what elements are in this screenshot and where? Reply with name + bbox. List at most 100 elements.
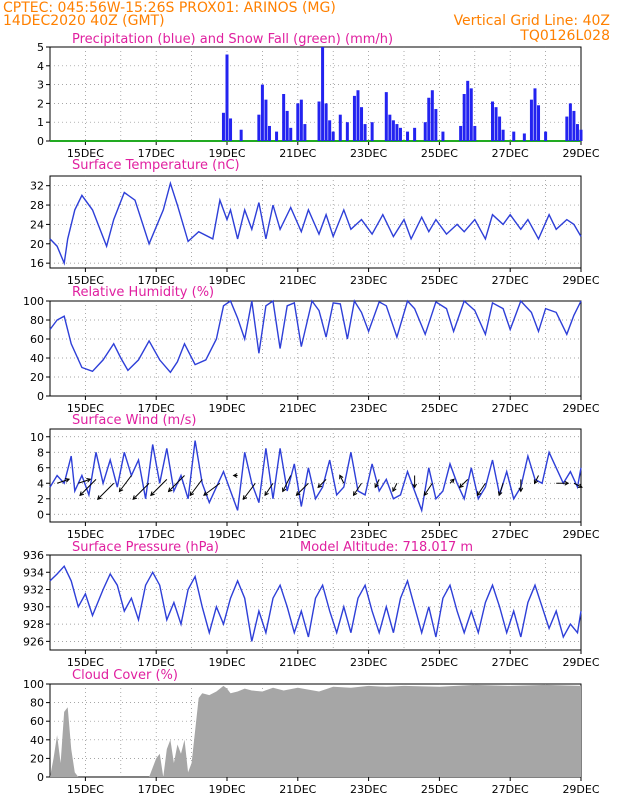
precip-bar (324, 103, 328, 141)
wind-arrow-head (96, 495, 102, 500)
y-tick-label: 934 (23, 566, 44, 579)
precip-bar (391, 120, 395, 141)
precip-bar (317, 101, 321, 141)
wind-arrow-head (317, 483, 323, 489)
panel-frame (49, 175, 582, 269)
precip-bar (533, 88, 537, 141)
x-tick-label: 19DEC (208, 528, 245, 541)
precip-bar (289, 127, 293, 141)
x-tick-label: 15DEC (67, 656, 104, 669)
wind-arrow (78, 478, 91, 484)
precip-bar (441, 131, 445, 141)
x-tick-label: 15DEC (67, 783, 104, 796)
wind-arrow-head (339, 474, 344, 480)
panel-frame (49, 554, 582, 651)
panel-title: Precipitation (blue) and Snow Fall (gree… (72, 32, 393, 47)
x-tick-label: 23DEC (350, 656, 387, 669)
panel-annotation: Model Altitude: 718.017 m (300, 540, 473, 555)
header-run-time: 14DEC2020 40Z (GMT) (3, 13, 165, 29)
precip-bar (462, 94, 466, 141)
wind-arrow-head (242, 495, 248, 501)
wind-arrow (203, 482, 221, 496)
precip-bar (239, 129, 243, 141)
wind-arrow-head (167, 487, 173, 493)
precip-bar (579, 129, 583, 141)
y-tick-label: 40 (30, 352, 44, 365)
x-tick-label: 29DEC (562, 147, 599, 160)
precip-bar (345, 122, 349, 141)
precip-bar (264, 99, 268, 141)
x-tick-label: 21DEC (279, 528, 316, 541)
precip-bar (522, 133, 526, 141)
x-tick-label: 17DEC (138, 274, 175, 287)
panel-frame (49, 428, 582, 523)
wind-arrow-head (458, 483, 464, 489)
y-tick-label: 0 (37, 508, 44, 521)
x-tick-label: 17DEC (138, 528, 175, 541)
x-tick-label: 25DEC (421, 528, 458, 541)
x-tick-label: 29DEC (562, 274, 599, 287)
y-tick-label: 4 (37, 477, 44, 490)
panel-title: Cloud Cover (%) (72, 668, 178, 683)
wind-arrow (534, 475, 539, 484)
x-tick-label: 17DEC (138, 783, 175, 796)
x-tick-label: 29DEC (562, 656, 599, 669)
wind-arrow-head (203, 491, 208, 496)
precip-bar (430, 90, 434, 141)
y-tick-label: 60 (30, 333, 44, 346)
precip-bar (285, 110, 289, 141)
x-tick-label: 25DEC (421, 783, 458, 796)
y-tick-label: 80 (30, 314, 44, 327)
y-tick-label: 0 (37, 390, 44, 403)
wind-arrow-head (352, 491, 358, 497)
wind-arrow (498, 483, 504, 496)
wind-arrow (119, 475, 132, 492)
y-tick-label: 4 (37, 60, 44, 73)
y-tick-label: 932 (23, 584, 44, 597)
y-tick-label: 20 (30, 371, 44, 384)
series-line (49, 440, 582, 514)
precip-bar (331, 131, 335, 141)
x-tick-label: 23DEC (350, 783, 387, 796)
series-line (49, 180, 582, 266)
wind-arrow (150, 479, 168, 496)
y-tick-label: 0 (37, 135, 44, 148)
precip-bar (459, 125, 463, 141)
y-tick-label: 40 (30, 734, 44, 747)
header-location: CPTEC: 045:56W-15:26S PROX01: ARINOS (MG… (3, 0, 336, 16)
x-tick-label: 21DEC (279, 402, 316, 415)
x-tick-label: 15DEC (67, 528, 104, 541)
wind-arrow (97, 482, 115, 500)
wind-arrow-head (518, 487, 524, 493)
precip-bar (423, 122, 427, 141)
y-tick-label: 2 (37, 97, 44, 110)
panel-title: Surface Pressure (hPa) (72, 540, 219, 555)
precip-bar (229, 118, 233, 141)
y-tick-label: 928 (23, 618, 44, 631)
y-tick-label: 926 (23, 635, 44, 648)
wind-arrow-head (65, 478, 71, 483)
y-tick-label: 28 (30, 199, 44, 212)
wind-arrow (339, 475, 345, 484)
y-tick-label: 60 (30, 715, 44, 728)
wind-arrow (282, 475, 292, 492)
x-tick-label: 21DEC (279, 147, 316, 160)
x-tick-label: 21DEC (279, 656, 316, 669)
wind-arrow (392, 483, 398, 492)
precip-bar (395, 124, 399, 141)
wind-arrow (353, 482, 362, 496)
panel-title: Relative Humidity (%) (72, 285, 214, 300)
x-tick-label: 23DEC (350, 528, 387, 541)
wind-arrow-head (564, 480, 570, 486)
y-tick-label: 1 (37, 116, 44, 129)
x-tick-label: 27DEC (492, 783, 529, 796)
precip-bar (473, 125, 477, 141)
precip-bar (296, 103, 300, 141)
wind-arrow-head (132, 495, 138, 500)
wind-arrow-head (232, 473, 238, 478)
wind-arrow (573, 482, 583, 488)
x-tick-label: 25DEC (421, 274, 458, 287)
wind-arrow-head (86, 478, 92, 483)
precip-bar (303, 124, 307, 141)
precip-bar (565, 116, 569, 141)
